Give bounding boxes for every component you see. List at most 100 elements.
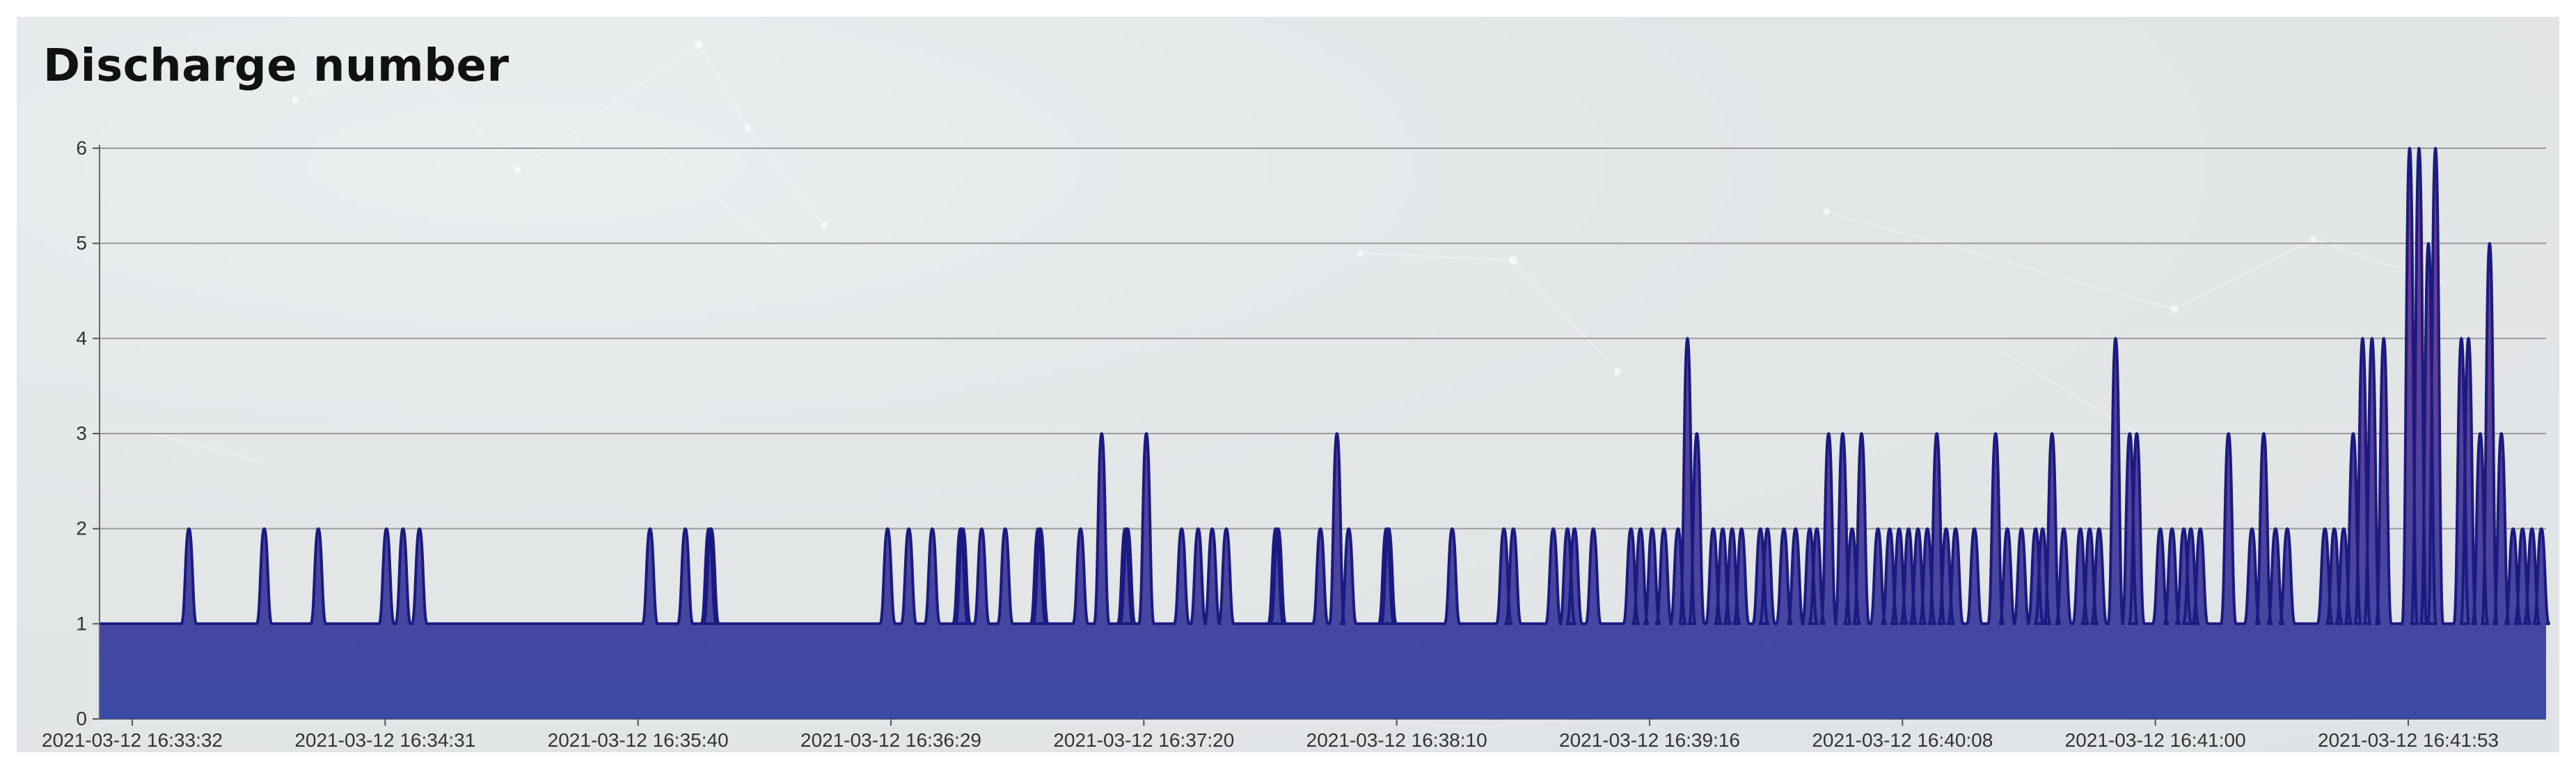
- data-point[interactable]: [1650, 527, 1654, 531]
- data-point[interactable]: [2097, 527, 2101, 531]
- data-point[interactable]: [2467, 336, 2471, 340]
- data-point[interactable]: [2019, 527, 2023, 531]
- data-point[interactable]: [961, 527, 965, 531]
- data-point[interactable]: [2478, 431, 2482, 436]
- data-point[interactable]: [2408, 146, 2412, 150]
- data-point[interactable]: [2459, 336, 2463, 340]
- data-point[interactable]: [1125, 527, 1130, 531]
- data-point[interactable]: [1565, 527, 1570, 531]
- data-point[interactable]: [907, 527, 911, 531]
- data-point[interactable]: [2382, 336, 2386, 340]
- data-point[interactable]: [1815, 527, 1819, 531]
- data-point[interactable]: [1335, 431, 1339, 436]
- data-point[interactable]: [2250, 527, 2254, 531]
- data-point[interactable]: [1078, 527, 1082, 531]
- data-point[interactable]: [1685, 336, 1689, 340]
- data-point[interactable]: [1196, 527, 1200, 531]
- data-point[interactable]: [931, 527, 935, 531]
- data-point[interactable]: [1712, 527, 1716, 531]
- data-point[interactable]: [1758, 527, 1762, 531]
- data-point[interactable]: [2426, 241, 2431, 246]
- data-point[interactable]: [316, 527, 320, 531]
- data-point[interactable]: [2114, 336, 2118, 340]
- data-point[interactable]: [2261, 431, 2266, 436]
- data-point[interactable]: [1144, 431, 1148, 436]
- data-point[interactable]: [1180, 527, 1184, 531]
- data-point[interactable]: [1925, 527, 1929, 531]
- data-point[interactable]: [401, 527, 405, 531]
- data-point[interactable]: [2511, 527, 2515, 531]
- data-point[interactable]: [2273, 527, 2277, 531]
- data-point[interactable]: [1944, 527, 1948, 531]
- data-point[interactable]: [1860, 431, 1864, 436]
- data-point[interactable]: [2499, 431, 2504, 436]
- data-point[interactable]: [1038, 527, 1043, 531]
- data-point[interactable]: [1730, 527, 1735, 531]
- data-point[interactable]: [2332, 527, 2337, 531]
- data-point[interactable]: [2323, 527, 2327, 531]
- data-point[interactable]: [1721, 527, 1725, 531]
- data-point[interactable]: [1808, 527, 1812, 531]
- data-point[interactable]: [2189, 527, 2193, 531]
- data-point[interactable]: [1210, 527, 1215, 531]
- data-point[interactable]: [1916, 527, 1920, 531]
- data-point[interactable]: [2351, 431, 2355, 436]
- data-point[interactable]: [1629, 527, 1633, 531]
- data-point[interactable]: [1100, 431, 1104, 436]
- data-point[interactable]: [1347, 527, 1351, 531]
- data-point[interactable]: [1935, 431, 1939, 436]
- data-point[interactable]: [2341, 527, 2346, 531]
- data-point[interactable]: [1840, 431, 1844, 436]
- data-point[interactable]: [1897, 527, 1902, 531]
- data-point[interactable]: [1224, 527, 1228, 531]
- data-point[interactable]: [1826, 431, 1831, 436]
- data-point[interactable]: [1003, 527, 1007, 531]
- data-point[interactable]: [1695, 431, 1699, 436]
- data-point[interactable]: [2417, 146, 2421, 150]
- data-point[interactable]: [2530, 527, 2534, 531]
- data-point[interactable]: [1572, 527, 1577, 531]
- data-point[interactable]: [1662, 527, 1666, 531]
- data-point[interactable]: [384, 527, 388, 531]
- data-point[interactable]: [648, 527, 652, 531]
- data-point[interactable]: [1638, 527, 1643, 531]
- data-point[interactable]: [1888, 527, 1892, 531]
- data-point[interactable]: [1876, 527, 1880, 531]
- data-point[interactable]: [2370, 336, 2374, 340]
- data-point[interactable]: [1739, 527, 1744, 531]
- data-point[interactable]: [2198, 527, 2202, 531]
- data-point[interactable]: [1551, 527, 1556, 531]
- data-point[interactable]: [262, 527, 267, 531]
- data-point[interactable]: [1993, 431, 1998, 436]
- data-point[interactable]: [2182, 527, 2186, 531]
- data-point[interactable]: [418, 527, 422, 531]
- data-point[interactable]: [2062, 527, 2066, 531]
- data-point[interactable]: [2087, 527, 2092, 531]
- data-point[interactable]: [1502, 527, 1506, 531]
- data-point[interactable]: [1782, 527, 1786, 531]
- data-point[interactable]: [2520, 527, 2524, 531]
- data-point[interactable]: [1906, 527, 1911, 531]
- data-point[interactable]: [1973, 527, 1977, 531]
- data-point[interactable]: [1954, 527, 1958, 531]
- data-point[interactable]: [2227, 431, 2231, 436]
- data-point[interactable]: [885, 527, 890, 531]
- data-point[interactable]: [2050, 431, 2054, 436]
- data-point[interactable]: [1850, 527, 1854, 531]
- data-point[interactable]: [2041, 527, 2045, 531]
- data-point[interactable]: [1794, 527, 1798, 531]
- data-point[interactable]: [1765, 527, 1769, 531]
- data-point[interactable]: [2170, 527, 2174, 531]
- data-point[interactable]: [2360, 336, 2364, 340]
- data-point[interactable]: [1676, 527, 1680, 531]
- data-point[interactable]: [2488, 241, 2492, 246]
- data-point[interactable]: [187, 527, 191, 531]
- data-point[interactable]: [1511, 527, 1515, 531]
- data-point[interactable]: [2128, 431, 2132, 436]
- data-point[interactable]: [2078, 527, 2083, 531]
- data-point[interactable]: [709, 527, 713, 531]
- data-point[interactable]: [1276, 527, 1280, 531]
- data-point[interactable]: [2034, 527, 2038, 531]
- data-point[interactable]: [2285, 527, 2289, 531]
- data-point[interactable]: [1386, 527, 1391, 531]
